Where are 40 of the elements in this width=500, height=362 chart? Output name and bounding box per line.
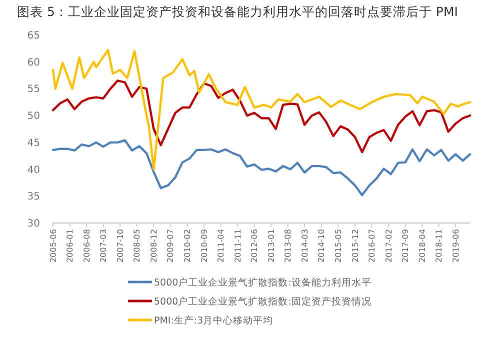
x-tick-label: 2005-06 <box>48 229 58 262</box>
x-tick-label: 2013-08 <box>284 229 293 262</box>
x-tick-label: 2014-10 <box>317 229 326 262</box>
x-tick-label: 2007-03 <box>99 229 108 262</box>
x-tick-label: 2012-06 <box>250 229 260 262</box>
x-tick-label: 2017-02 <box>384 229 394 262</box>
line-series <box>52 80 472 154</box>
x-tick-label: 2006-08 <box>82 229 92 262</box>
legend-label: 5000户工业企业景气扩散指数:固定资产投资情况 <box>154 295 372 308</box>
y-tick-label: 45 <box>27 138 40 149</box>
legend-label: 5000户工业企业景气扩散指数:设备能力利用水平 <box>154 276 372 288</box>
x-tick-label: 2017-09 <box>401 229 410 262</box>
y-tick-label: 30 <box>27 218 40 230</box>
x-tick-label: 2008-12 <box>150 229 159 262</box>
y-tick-label: 35 <box>27 192 40 203</box>
x-tick-label: 2013-01 <box>266 229 276 262</box>
x-tick-label: 2019-06 <box>451 229 460 262</box>
line-series <box>52 139 472 196</box>
chart-title: 图表 5：工业企业固定资产投资和设备能力利用水平的回落时点要滞后于 PMI <box>17 4 458 19</box>
x-tick-label: 2007-10 <box>116 229 125 262</box>
x-tick-label: 2018-04 <box>418 229 427 262</box>
x-tick-label: 2008-05 <box>132 229 142 262</box>
x-tick-label: 2015-12 <box>350 229 360 262</box>
y-tick-label: 55 <box>27 84 40 96</box>
x-tick-label: 2011-04 <box>216 229 226 262</box>
y-tick-label: 40 <box>27 164 40 176</box>
x-tick-label: 2011-11 <box>233 229 242 262</box>
y-tick-label: 60 <box>27 57 40 68</box>
x-tick-label: 2009-07 <box>166 229 176 262</box>
x-tick-label: 2016-07 <box>368 229 377 262</box>
x-tick-label: 2010-09 <box>200 229 209 262</box>
x-tick-label: 2006-01 <box>66 229 75 262</box>
y-tick-label: 50 <box>27 111 40 122</box>
legend-label: PMI:生产:3月中心移动平均 <box>154 314 274 326</box>
x-tick-label: 2010-02 <box>183 229 192 262</box>
x-tick-label: 2015-05 <box>334 229 343 262</box>
line-series <box>52 48 472 170</box>
y-tick-label: 65 <box>27 30 40 42</box>
x-tick-label: 2018-11 <box>434 229 444 262</box>
x-tick-label: 2014-03 <box>300 229 310 262</box>
